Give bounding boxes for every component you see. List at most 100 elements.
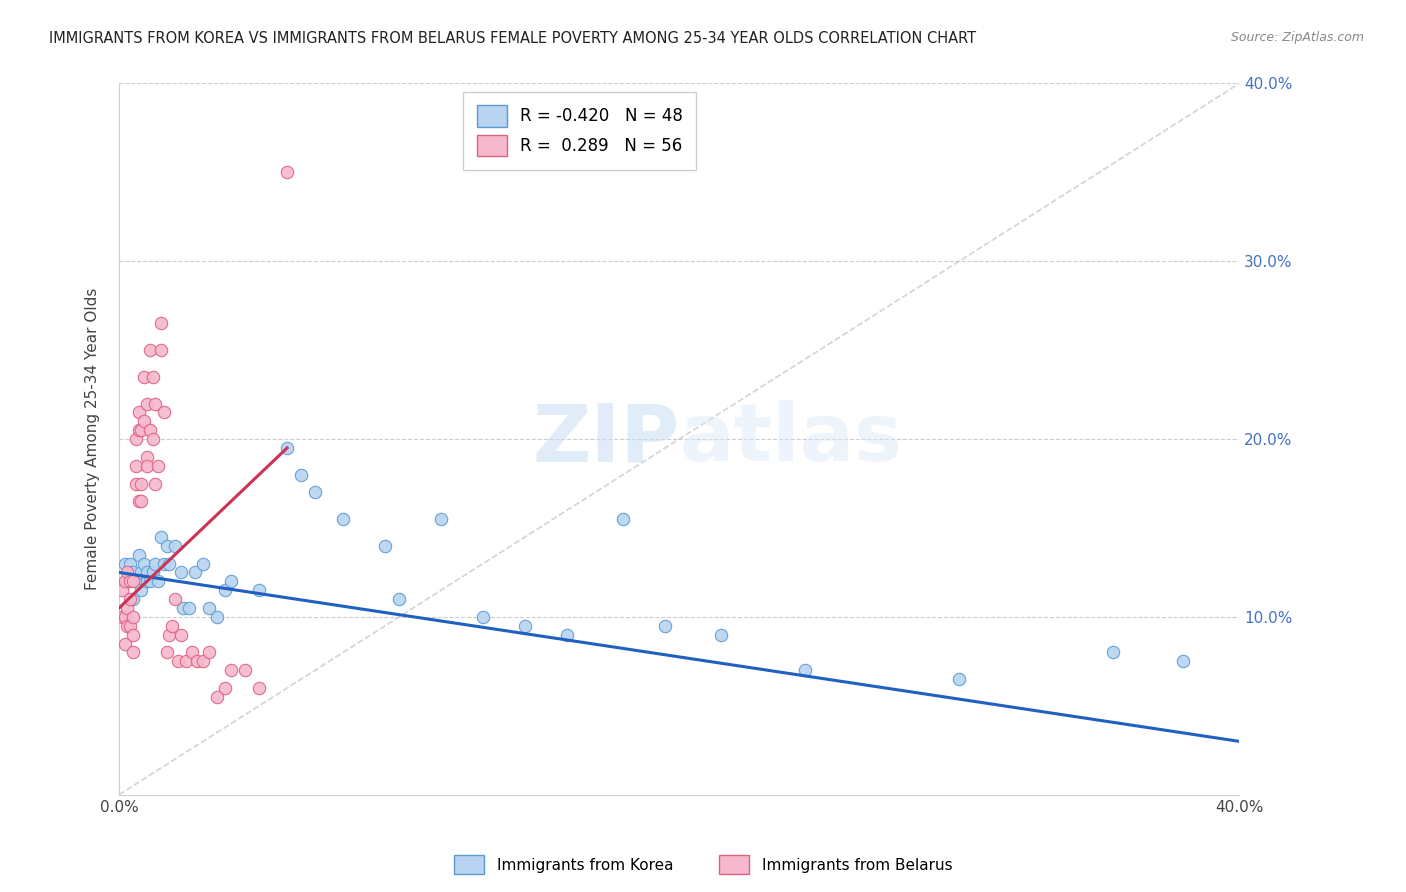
Point	[150, 317, 173, 331]
Point	[150, 343, 173, 358]
Point	[114, 557, 136, 571]
Point	[654, 619, 676, 633]
Y-axis label: Female Poverty Among 25-34 Year Olds: Female Poverty Among 25-34 Year Olds	[86, 288, 100, 591]
Point	[120, 619, 142, 633]
Point	[131, 583, 153, 598]
Point	[128, 494, 150, 508]
Point	[122, 610, 145, 624]
Point	[794, 663, 817, 677]
Point	[197, 601, 219, 615]
Point	[191, 654, 214, 668]
Point	[148, 574, 170, 589]
Legend: Immigrants from Korea, Immigrants from Belarus: Immigrants from Korea, Immigrants from B…	[447, 849, 959, 880]
Point	[191, 557, 214, 571]
Point	[128, 405, 150, 419]
Point	[219, 663, 242, 677]
Point	[710, 628, 733, 642]
Point	[142, 432, 165, 446]
Point	[120, 557, 142, 571]
Point	[332, 512, 354, 526]
Point	[111, 610, 134, 624]
Point	[150, 530, 173, 544]
Point	[136, 396, 159, 410]
Point	[136, 450, 159, 464]
Point	[430, 512, 453, 526]
Point	[145, 557, 167, 571]
Point	[276, 165, 298, 179]
Point	[117, 601, 139, 615]
Point	[948, 672, 970, 686]
Point	[125, 476, 148, 491]
Point	[169, 628, 191, 642]
Point	[125, 458, 148, 473]
Point	[142, 566, 165, 580]
Point	[114, 574, 136, 589]
Point	[128, 548, 150, 562]
Point	[125, 574, 148, 589]
Point	[183, 566, 205, 580]
Point	[136, 458, 159, 473]
Point	[153, 557, 176, 571]
Point	[166, 654, 188, 668]
Point	[612, 512, 634, 526]
Point	[555, 628, 578, 642]
Point	[174, 654, 197, 668]
Point	[139, 423, 162, 437]
Point	[117, 574, 139, 589]
Point	[153, 405, 176, 419]
Point	[114, 636, 136, 650]
Point	[134, 369, 156, 384]
Point	[131, 423, 153, 437]
Point	[122, 645, 145, 659]
Point	[219, 574, 242, 589]
Point	[136, 574, 159, 589]
Point	[131, 494, 153, 508]
Point	[513, 619, 536, 633]
Point	[139, 574, 162, 589]
Point	[177, 601, 200, 615]
Point	[139, 343, 162, 358]
Point	[125, 432, 148, 446]
Point	[136, 566, 159, 580]
Point	[165, 592, 187, 607]
Point	[169, 566, 191, 580]
Point	[117, 566, 139, 580]
Legend: R = -0.420   N = 48, R =  0.289   N = 56: R = -0.420 N = 48, R = 0.289 N = 56	[464, 92, 696, 169]
Point	[1173, 654, 1195, 668]
Point	[156, 539, 179, 553]
Text: atlas: atlas	[679, 401, 903, 478]
Point	[145, 476, 167, 491]
Point	[148, 458, 170, 473]
Point	[122, 566, 145, 580]
Point	[1102, 645, 1125, 659]
Point	[374, 539, 396, 553]
Point	[172, 601, 194, 615]
Point	[165, 539, 187, 553]
Point	[120, 592, 142, 607]
Point	[159, 557, 181, 571]
Point	[472, 610, 495, 624]
Point	[186, 654, 208, 668]
Point	[156, 645, 179, 659]
Point	[134, 557, 156, 571]
Point	[131, 476, 153, 491]
Point	[276, 441, 298, 455]
Point	[205, 610, 228, 624]
Text: ZIP: ZIP	[531, 401, 679, 478]
Point	[117, 619, 139, 633]
Point	[145, 396, 167, 410]
Point	[111, 583, 134, 598]
Point	[122, 628, 145, 642]
Point	[304, 485, 326, 500]
Text: Source: ZipAtlas.com: Source: ZipAtlas.com	[1230, 31, 1364, 45]
Point	[290, 467, 312, 482]
Point	[159, 628, 181, 642]
Point	[122, 592, 145, 607]
Point	[247, 583, 270, 598]
Point	[162, 619, 184, 633]
Point	[180, 645, 202, 659]
Point	[214, 681, 236, 695]
Point	[134, 414, 156, 428]
Point	[142, 369, 165, 384]
Point	[131, 566, 153, 580]
